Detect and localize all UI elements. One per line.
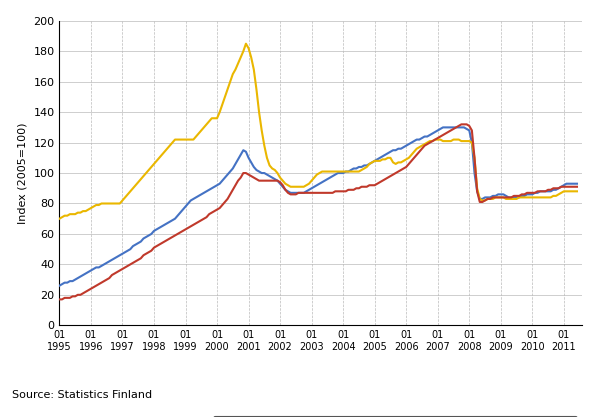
Y-axis label: Index (2005=100): Index (2005=100) xyxy=(18,122,28,224)
Text: Source: Statistics Finland: Source: Statistics Finland xyxy=(12,390,152,400)
Legend: Total turnover, Domestic turnover, Export turnover: Total turnover, Domestic turnover, Expor… xyxy=(213,416,577,417)
